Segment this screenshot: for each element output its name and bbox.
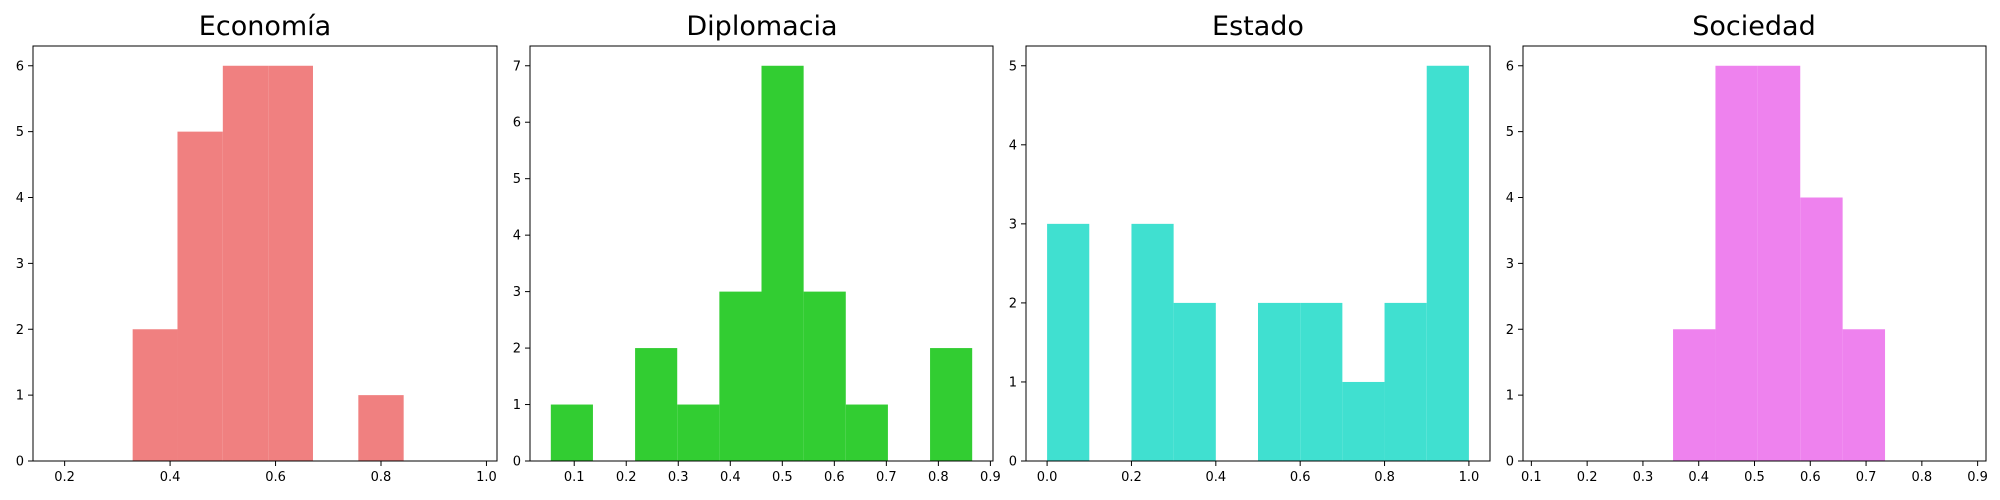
axes-frame [1025, 45, 1491, 462]
y-tick-label: 5 [513, 172, 521, 187]
y-tick-label: 3 [1009, 217, 1017, 232]
x-tick-label: 0.0 [1037, 470, 1058, 485]
x-tick-label: 0.2 [1577, 470, 1598, 485]
y-tick-label: 5 [1506, 125, 1514, 140]
histogram-bar [550, 404, 593, 461]
x-tick-label: 0.8 [928, 470, 949, 485]
panel-title: Economía [199, 11, 331, 42]
y-tick-label: 6 [513, 116, 521, 131]
y-tick-label: 4 [1009, 138, 1017, 153]
x-tick-label: 0.6 [1290, 470, 1311, 485]
x-tick-label: 0.7 [1856, 470, 1877, 485]
histogram-bar [1842, 329, 1886, 461]
x-tick-label: 1.0 [1459, 470, 1480, 485]
histogram-bar [761, 65, 804, 461]
histogram-bar [1800, 197, 1843, 461]
histogram-bar [1673, 329, 1716, 461]
histogram-bar [222, 65, 269, 461]
axes-frame [32, 45, 498, 462]
y-tick-label: 2 [1506, 323, 1514, 338]
x-tick-label: 0.4 [160, 470, 181, 485]
y-tick-label: 2 [1009, 296, 1017, 311]
x-tick-label: 0.3 [1633, 470, 1654, 485]
y-tick-label: 4 [1506, 191, 1514, 206]
y-tick-label: 0 [513, 455, 521, 470]
histogram-bar [1426, 65, 1469, 461]
histogram-bar [358, 395, 404, 461]
y-tick-label: 3 [16, 257, 24, 272]
x-tick-label: 0.8 [1912, 470, 1933, 485]
histogram-bar [1258, 302, 1301, 461]
y-tick-label: 6 [16, 59, 24, 74]
y-tick-label: 0 [1009, 455, 1017, 470]
y-tick-label: 2 [513, 342, 521, 357]
x-tick-label: 0.2 [54, 470, 75, 485]
y-tick-label: 0 [1506, 455, 1514, 470]
y-tick-label: 2 [16, 323, 24, 338]
histogram-bar [132, 329, 178, 461]
x-tick-label: 0.3 [668, 470, 689, 485]
histogram-bar [719, 291, 762, 461]
y-tick-label: 7 [513, 59, 521, 74]
y-tick-label: 5 [1009, 59, 1017, 74]
histogram-bar [1173, 302, 1216, 461]
histogram-bar [803, 291, 846, 461]
y-tick-label: 4 [513, 229, 521, 244]
y-tick-label: 6 [1506, 59, 1514, 74]
histogram-bar [177, 131, 223, 461]
x-tick-label: 0.6 [824, 470, 845, 485]
panel-diplomacia: Diplomacia 0.1 0.2 0.3 0.4 0.5 0.6 0.7 0.8 0.9 0 1… [513, 11, 1001, 485]
panel-economia: Economía 0.2 0.4 0.6 0.8 1.0 0 1 2 3 4 5 6 [16, 11, 498, 485]
y-tick-label: 3 [513, 285, 521, 300]
x-tick-label: 0.2 [616, 470, 637, 485]
x-tick-label: 0.2 [1121, 470, 1142, 485]
x-tick-label: 0.1 [1521, 470, 1542, 485]
x-tick-label: 0.8 [371, 470, 392, 485]
x-tick-label: 1.0 [476, 470, 497, 485]
panel-estado: Estado 0.0 0.2 0.4 0.6 0.8 1.0 0 1 2 3 4 5 [1009, 11, 1491, 485]
y-tick-label: 5 [16, 125, 24, 140]
panel-title: Diplomacia [686, 11, 837, 42]
x-tick-label: 0.4 [720, 470, 741, 485]
x-tick-label: 0.8 [1374, 470, 1395, 485]
histogram-bar [1300, 302, 1343, 461]
x-tick-label: 0.9 [1967, 470, 1988, 485]
panel-title: Estado [1212, 11, 1304, 42]
histogram-bar [1715, 65, 1758, 461]
y-tick-label: 0 [16, 455, 24, 470]
x-tick-label: 0.7 [876, 470, 897, 485]
y-tick-label: 1 [513, 398, 521, 413]
histogram-bar [1384, 302, 1427, 461]
histogram-bar [677, 404, 720, 461]
histogram-bar [1047, 223, 1090, 461]
y-tick-label: 4 [16, 191, 24, 206]
y-tick-label: 3 [1506, 257, 1514, 272]
y-tick-label: 1 [1506, 389, 1514, 404]
histogram-bar [1342, 381, 1385, 461]
histogram-bar [1131, 223, 1174, 461]
panel-title: Sociedad [1692, 11, 1815, 42]
x-tick-label: 0.5 [1744, 470, 1765, 485]
x-tick-label: 0.6 [1800, 470, 1821, 485]
x-tick-label: 0.6 [265, 470, 286, 485]
histogram-bar [635, 348, 678, 461]
y-tick-label: 1 [1009, 375, 1017, 390]
histogram-bar [1757, 65, 1801, 461]
histogram-bar [268, 65, 313, 461]
x-tick-label: 0.4 [1205, 470, 1226, 485]
axes-frame [529, 45, 994, 462]
panel-sociedad: Sociedad 0.1 0.2 0.3 0.4 0.5 0.6 0.7 0.8 0.9 0 1 2 3… [1506, 11, 1988, 485]
y-tick-label: 1 [16, 389, 24, 404]
histogram-bar [930, 348, 973, 461]
x-tick-label: 0.5 [772, 470, 793, 485]
x-tick-label: 0.4 [1688, 470, 1709, 485]
x-tick-label: 0.9 [980, 470, 1001, 485]
x-tick-label: 0.1 [564, 470, 585, 485]
histogram-bar [845, 404, 888, 461]
